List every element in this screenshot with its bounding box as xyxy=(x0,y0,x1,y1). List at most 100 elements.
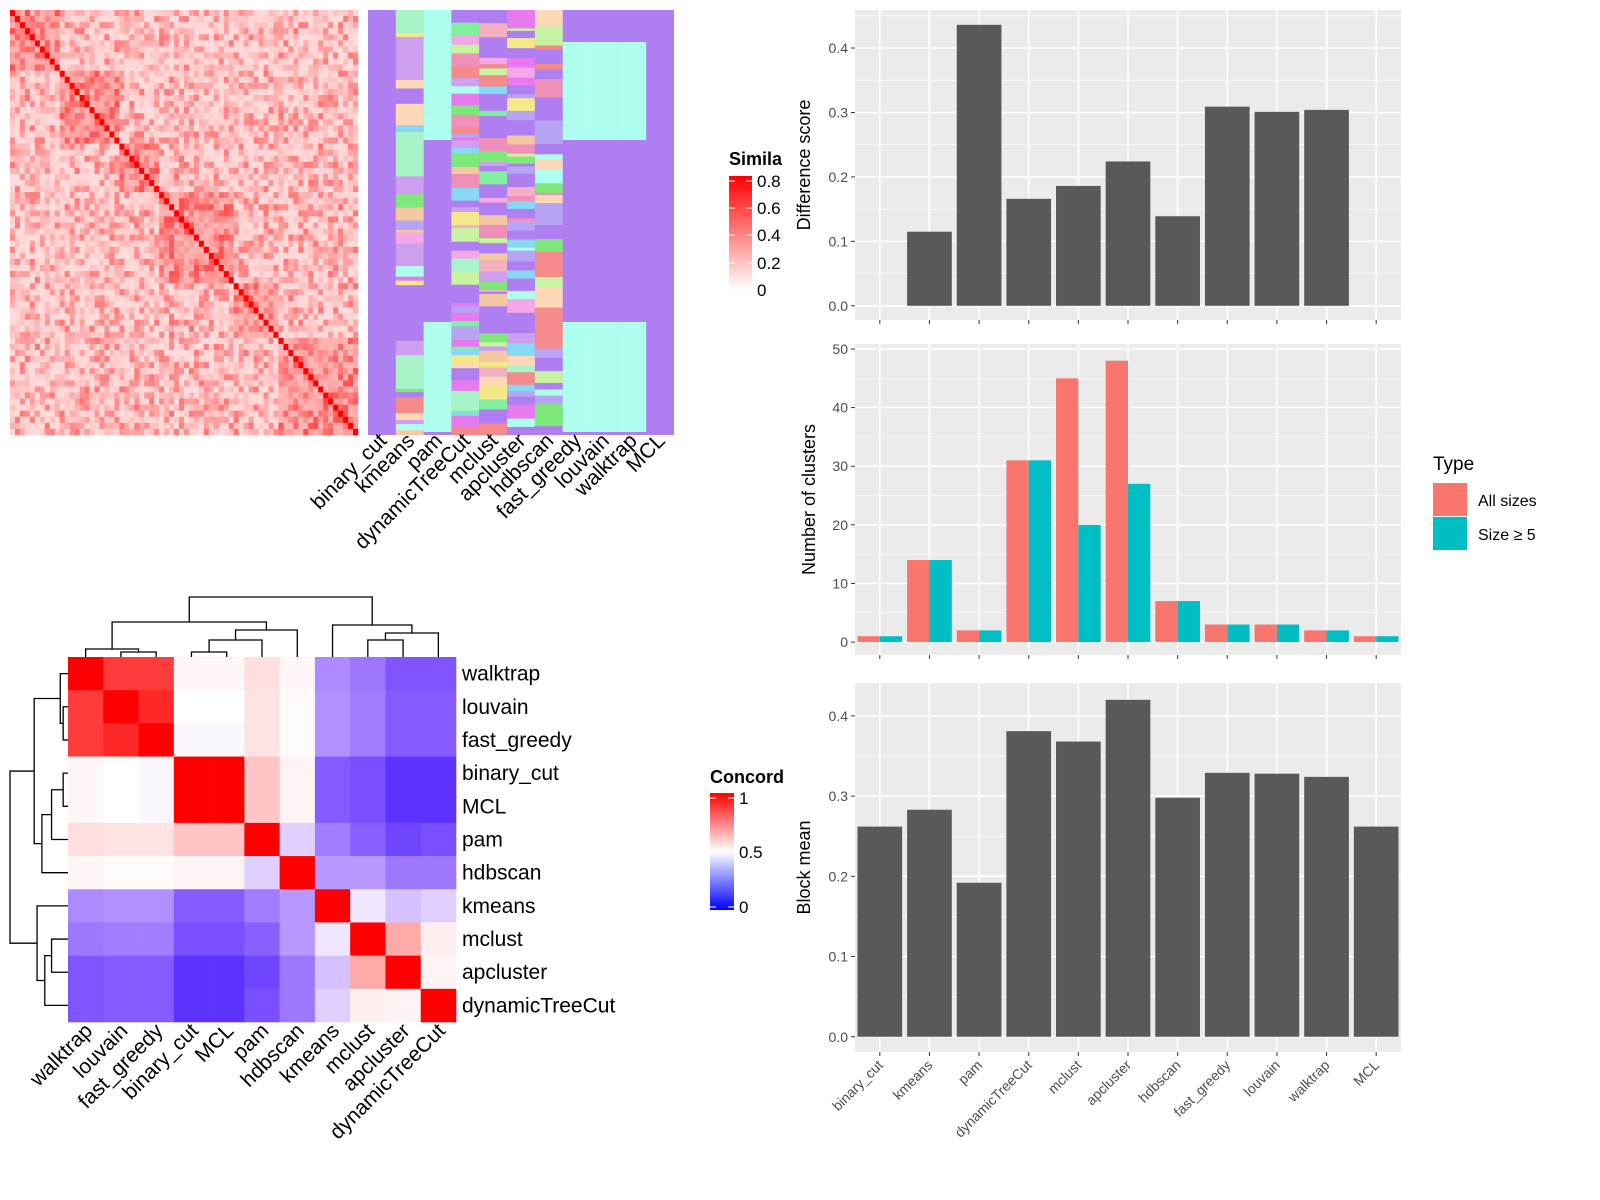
similarity-cell xyxy=(293,82,299,90)
similarity-cell xyxy=(308,295,314,302)
similarity-cell xyxy=(29,88,36,96)
similarity-cell xyxy=(203,295,210,302)
similarity-cell xyxy=(179,125,185,132)
similarity-cell xyxy=(223,356,230,363)
similarity-cell xyxy=(159,76,165,84)
similarity-cell xyxy=(228,222,235,229)
similarity-cell xyxy=(338,70,344,78)
similarity-cell xyxy=(208,58,215,65)
similarity-cell xyxy=(293,40,299,47)
similarity-cell xyxy=(273,40,279,47)
similarity-cell xyxy=(29,356,36,363)
similarity-cell xyxy=(164,186,170,193)
similarity-cell xyxy=(213,143,220,150)
similarity-cell xyxy=(258,70,264,78)
similarity-cell xyxy=(193,289,200,296)
similarity-cell xyxy=(233,410,239,418)
similarity-cell xyxy=(313,186,319,193)
similarity-cell xyxy=(258,350,264,357)
similarity-cell xyxy=(278,356,284,363)
similarity-cell xyxy=(283,95,289,102)
similarity-cell xyxy=(348,265,354,272)
similarity-cell xyxy=(288,10,294,17)
similarity-cell xyxy=(179,240,185,248)
similarity-cell xyxy=(218,113,225,120)
similarity-cell xyxy=(348,228,354,235)
similarity-cell xyxy=(258,265,264,272)
similarity-cell xyxy=(89,228,95,235)
similarity-cell xyxy=(94,70,100,78)
similarity-cell xyxy=(323,313,329,320)
similarity-cell xyxy=(119,258,125,266)
similarity-cell xyxy=(64,180,70,187)
similarity-cell xyxy=(154,40,160,47)
similarity-cell xyxy=(293,28,299,35)
similarity-cell xyxy=(74,22,80,29)
similarity-cell xyxy=(338,10,344,17)
similarity-cell xyxy=(208,398,215,405)
similarity-cell xyxy=(29,428,36,436)
similarity-cell xyxy=(89,95,95,102)
similarity-cell xyxy=(218,246,225,254)
similarity-cell xyxy=(213,198,220,205)
similarity-cell xyxy=(69,362,75,369)
similarity-cell xyxy=(198,58,205,65)
similarity-cell xyxy=(109,422,115,430)
similarity-cell xyxy=(104,22,110,29)
similarity-cell xyxy=(169,198,175,205)
similarity-cell xyxy=(84,186,90,193)
similarity-cell xyxy=(243,246,249,254)
similarity-cell xyxy=(119,34,125,41)
similarity-cell xyxy=(119,95,125,102)
similarity-cell xyxy=(288,107,294,114)
similarity-cell xyxy=(253,386,259,393)
similarity-cell xyxy=(114,356,120,363)
similarity-cell xyxy=(59,34,65,41)
similarity-cell xyxy=(169,64,175,72)
similarity-cell xyxy=(328,307,334,314)
similarity-cell xyxy=(243,416,249,424)
similarity-cell xyxy=(159,368,165,375)
similarity-cell xyxy=(94,325,100,333)
similarity-cell xyxy=(154,422,160,430)
similarity-cell xyxy=(119,52,125,59)
similarity-cell xyxy=(184,319,190,327)
similarity-cell xyxy=(94,246,100,254)
similarity-cell xyxy=(164,240,170,248)
similarity-cell xyxy=(134,180,140,187)
similarity-cell xyxy=(353,252,359,260)
similarity-cell xyxy=(59,76,65,84)
similarity-cell xyxy=(29,210,36,217)
similarity-cell xyxy=(69,186,75,193)
similarity-cell xyxy=(139,149,145,157)
similarity-cell xyxy=(288,404,294,412)
similarity-cell xyxy=(193,277,200,284)
similarity-cell xyxy=(109,392,115,399)
similarity-cell xyxy=(283,380,289,387)
similarity-cell xyxy=(59,28,65,35)
similarity-cell xyxy=(233,186,239,193)
similarity-cell xyxy=(119,350,125,357)
similarity-cell xyxy=(238,180,244,187)
similarity-cell xyxy=(238,319,244,327)
similarity-cell xyxy=(49,246,56,254)
similarity-cell xyxy=(228,143,235,150)
similarity-cell xyxy=(54,40,61,47)
similarity-cell xyxy=(223,331,230,339)
similarity-cell xyxy=(49,204,56,211)
similarity-cell xyxy=(313,331,319,339)
similarity-cell xyxy=(273,271,279,278)
similarity-cell xyxy=(308,28,314,35)
similarity-cell xyxy=(129,192,135,199)
similarity-cell xyxy=(338,52,344,59)
similarity-cell xyxy=(99,325,105,333)
similarity-cell xyxy=(313,149,319,157)
similarity-cell xyxy=(253,398,259,405)
similarity-cell xyxy=(49,428,56,436)
similarity-cell xyxy=(243,204,249,211)
similarity-cell xyxy=(203,331,210,339)
similarity-cell xyxy=(348,283,354,290)
similarity-cell xyxy=(134,101,140,108)
similarity-cell xyxy=(124,167,130,175)
similarity-cell xyxy=(94,428,100,436)
